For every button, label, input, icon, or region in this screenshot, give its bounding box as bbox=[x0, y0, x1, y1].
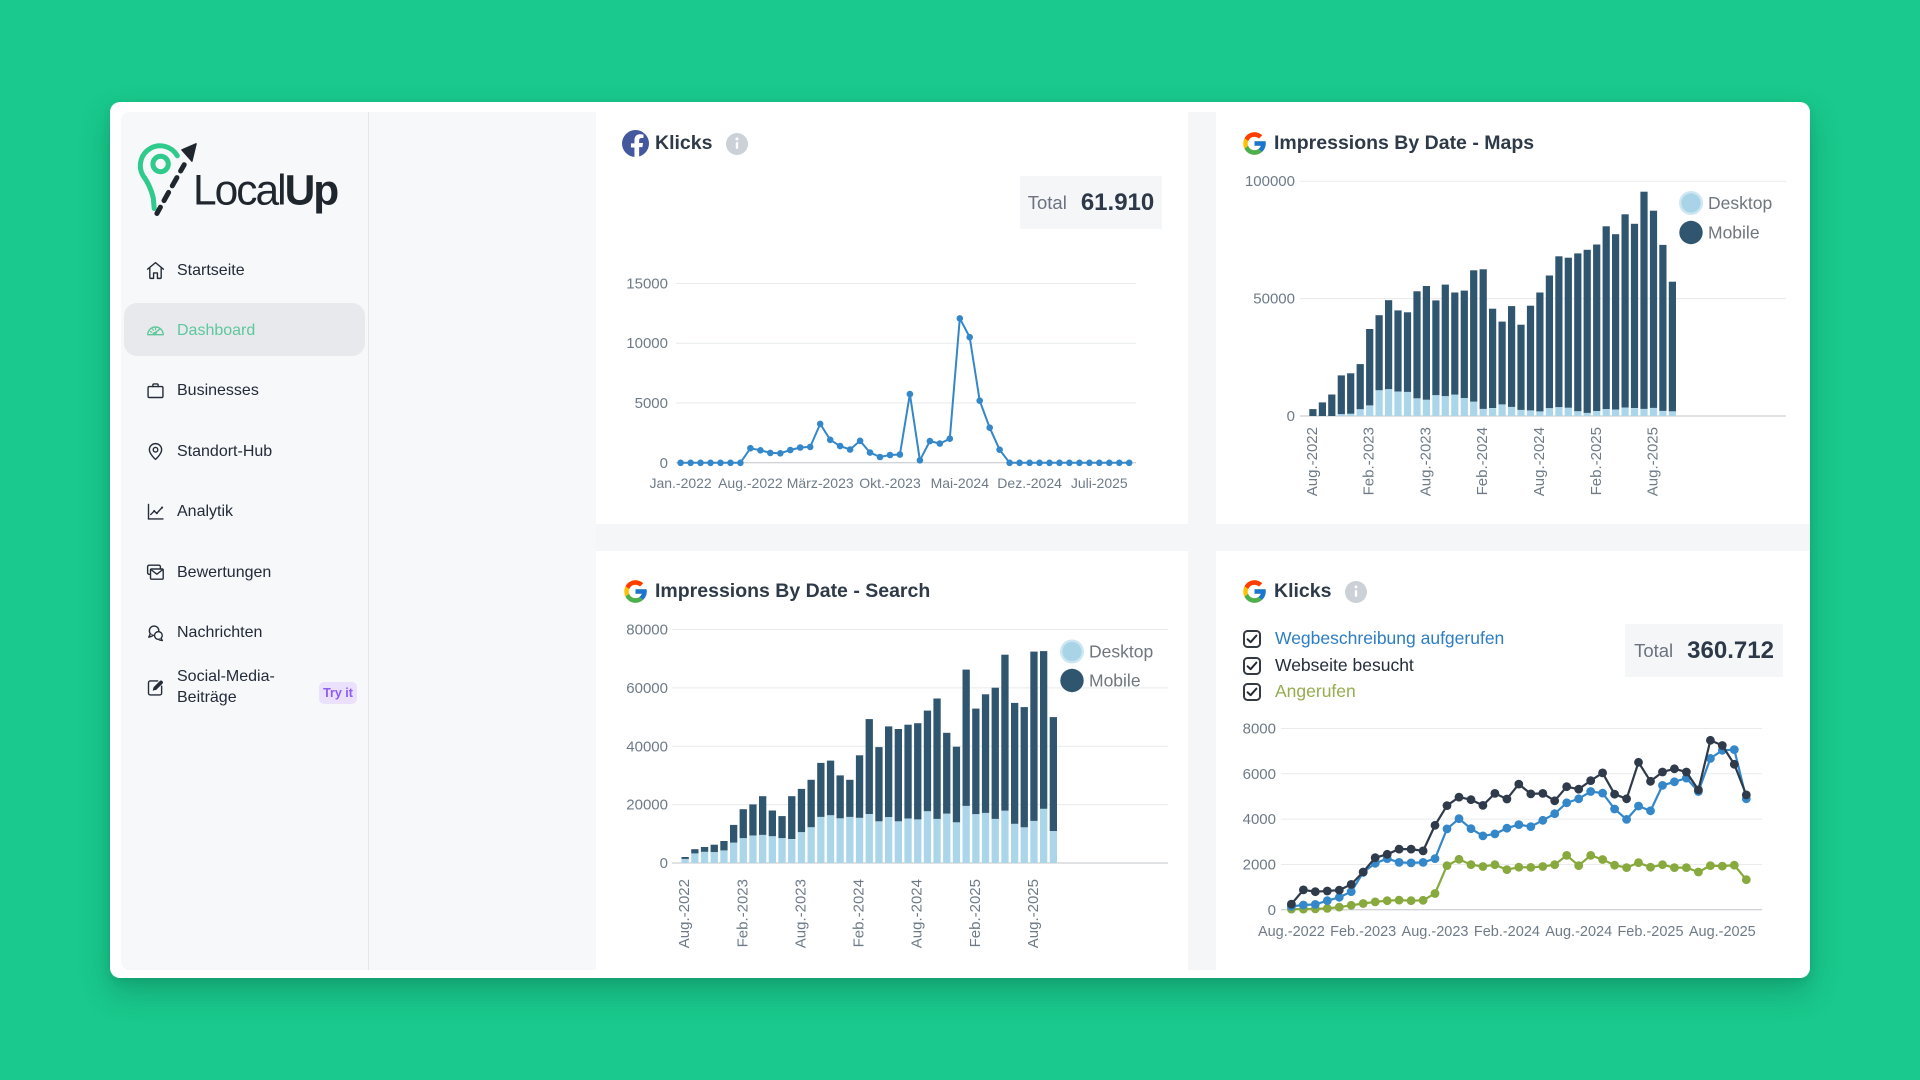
svg-text:Aug.-2025: Aug.-2025 bbox=[1025, 879, 1042, 948]
svg-text:0: 0 bbox=[660, 455, 668, 472]
svg-text:0: 0 bbox=[1268, 902, 1276, 919]
svg-text:Desktop: Desktop bbox=[1089, 642, 1153, 662]
svg-text:Aug.-2023: Aug.-2023 bbox=[1418, 427, 1435, 496]
svg-text:Aug.-2025: Aug.-2025 bbox=[1645, 427, 1662, 496]
svg-text:Feb.-2024: Feb.-2024 bbox=[1474, 924, 1540, 940]
svg-text:15000: 15000 bbox=[626, 276, 668, 293]
svg-text:40000: 40000 bbox=[626, 738, 668, 755]
svg-text:6000: 6000 bbox=[1243, 766, 1276, 783]
svg-text:8000: 8000 bbox=[1243, 721, 1276, 738]
svg-text:0: 0 bbox=[1287, 408, 1295, 425]
svg-text:80000: 80000 bbox=[626, 622, 668, 639]
svg-text:50000: 50000 bbox=[1253, 291, 1295, 308]
svg-text:Aug.-2022: Aug.-2022 bbox=[718, 475, 783, 491]
svg-text:Desktop: Desktop bbox=[1708, 193, 1772, 213]
svg-text:Feb.-2023: Feb.-2023 bbox=[1330, 924, 1396, 940]
svg-text:Aug.-2023: Aug.-2023 bbox=[792, 879, 809, 948]
svg-text:März-2023: März-2023 bbox=[787, 475, 854, 491]
svg-text:Aug.-2025: Aug.-2025 bbox=[1689, 924, 1756, 940]
svg-text:5000: 5000 bbox=[635, 395, 668, 412]
svg-text:Aug.-2022: Aug.-2022 bbox=[676, 879, 693, 948]
svg-text:2000: 2000 bbox=[1243, 857, 1276, 874]
svg-text:Mobile: Mobile bbox=[1089, 671, 1141, 691]
svg-text:Feb.-2023: Feb.-2023 bbox=[1361, 427, 1378, 495]
svg-text:Feb.-2025: Feb.-2025 bbox=[1588, 427, 1605, 495]
svg-text:Aug.-2022: Aug.-2022 bbox=[1258, 924, 1325, 940]
svg-text:4000: 4000 bbox=[1243, 811, 1276, 828]
svg-text:Dez.-2024: Dez.-2024 bbox=[997, 475, 1062, 491]
svg-text:Aug.-2024: Aug.-2024 bbox=[1545, 924, 1612, 940]
svg-text:Aug.-2024: Aug.-2024 bbox=[1531, 427, 1548, 496]
svg-text:10000: 10000 bbox=[626, 335, 668, 352]
svg-text:100000: 100000 bbox=[1245, 173, 1295, 190]
svg-text:Juli-2025: Juli-2025 bbox=[1071, 475, 1128, 491]
svg-text:Feb.-2025: Feb.-2025 bbox=[967, 879, 984, 947]
svg-text:Feb.-2025: Feb.-2025 bbox=[1617, 924, 1683, 940]
svg-text:Okt.-2023: Okt.-2023 bbox=[859, 475, 921, 491]
svg-text:0: 0 bbox=[660, 855, 668, 872]
svg-text:60000: 60000 bbox=[626, 680, 668, 697]
svg-text:Feb.-2023: Feb.-2023 bbox=[734, 879, 751, 947]
svg-text:Aug.-2022: Aug.-2022 bbox=[1304, 427, 1321, 496]
svg-text:Mobile: Mobile bbox=[1708, 223, 1760, 243]
svg-text:Jan.-2022: Jan.-2022 bbox=[649, 475, 711, 491]
svg-text:Feb.-2024: Feb.-2024 bbox=[851, 879, 868, 947]
svg-text:Mai-2024: Mai-2024 bbox=[931, 475, 990, 491]
svg-text:Feb.-2024: Feb.-2024 bbox=[1474, 427, 1491, 495]
svg-text:LocalUp: LocalUp bbox=[193, 168, 338, 215]
svg-text:20000: 20000 bbox=[626, 797, 668, 814]
svg-text:Aug.-2024: Aug.-2024 bbox=[909, 879, 926, 948]
svg-text:Aug.-2023: Aug.-2023 bbox=[1402, 924, 1469, 940]
